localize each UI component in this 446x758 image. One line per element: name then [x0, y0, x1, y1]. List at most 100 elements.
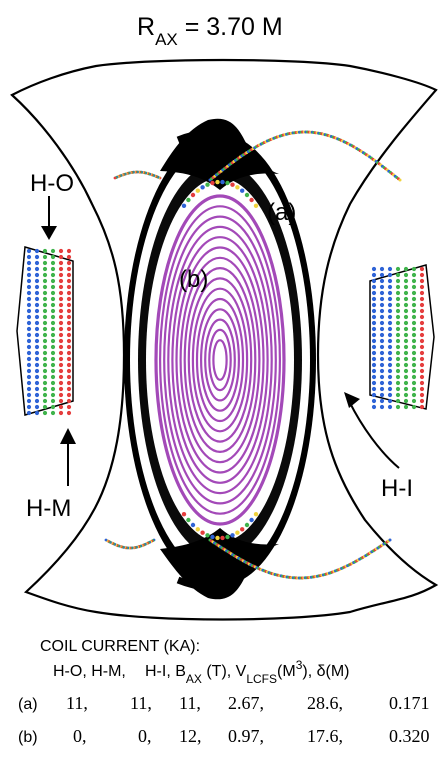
coil-filament: [403, 362, 409, 368]
coil-filament: [58, 338, 64, 344]
flux-surface: [167, 225, 273, 495]
coil-filament: [66, 392, 72, 398]
coil-filament: [66, 380, 72, 386]
coil-filament: [379, 314, 385, 320]
coil-filament: [34, 338, 40, 344]
title-rest: = 3.70 M: [178, 13, 283, 41]
scatter-point: [240, 188, 245, 193]
coil-filament: [419, 332, 425, 338]
coil-filament: [26, 374, 32, 380]
label-hi: H-I: [381, 475, 413, 502]
diagram-title: RAX = 3.70 M: [137, 13, 283, 49]
coil-filament: [66, 404, 72, 410]
scatter-point: [240, 527, 245, 532]
coil-filament: [66, 266, 72, 272]
coil-filament: [34, 398, 40, 404]
coil-filament: [395, 296, 401, 302]
header-h2-sub: AX: [186, 672, 202, 686]
coil-filament: [34, 326, 40, 332]
coil-filament: [26, 356, 32, 362]
coil-filament: [34, 302, 40, 308]
coil-filament: [419, 320, 425, 326]
coil-filament: [395, 332, 401, 338]
coil-filament: [26, 320, 32, 326]
scatter-point: [253, 203, 259, 208]
scatter-point: [215, 179, 220, 185]
coil-filament: [419, 338, 425, 344]
coil-filament: [379, 386, 385, 392]
flux-surface: [195, 297, 245, 423]
coil-filament: [42, 266, 48, 272]
coil-filament: [58, 320, 64, 326]
coil-filament: [395, 350, 401, 356]
label-b: (b): [179, 266, 208, 293]
coil-filament: [34, 260, 40, 266]
flux-surface: [212, 339, 228, 381]
coil-filament: [419, 392, 425, 398]
stochastic-region: [124, 118, 316, 600]
coil-filament: [42, 338, 48, 344]
coil-filament: [379, 302, 385, 308]
coil-filament: [42, 356, 48, 362]
coil-filament: [403, 278, 409, 284]
coil-filament: [58, 350, 64, 356]
coil-filament: [379, 272, 385, 278]
coil-filament: [419, 356, 425, 362]
coil-filament: [411, 308, 417, 314]
coil-filament: [34, 248, 40, 254]
coil-filament: [371, 266, 377, 272]
scatter-point: [215, 535, 220, 541]
row-b-hi: 12,: [179, 726, 202, 746]
coil-filament: [387, 290, 393, 296]
coil-filament: [42, 332, 48, 338]
flux-surface: [191, 287, 249, 433]
coil-filament: [419, 290, 425, 296]
coil-filament: [50, 290, 56, 296]
vessel-outline: [10, 58, 439, 621]
coil-filament: [58, 260, 64, 266]
coil-filament: [387, 368, 393, 374]
coil-filament: [50, 254, 56, 260]
coil-filament: [411, 314, 417, 320]
coil-filament: [34, 272, 40, 278]
coil-filament: [34, 386, 40, 392]
flux-surface: [159, 205, 282, 515]
coil-filament: [42, 326, 48, 332]
coil-filament: [34, 410, 40, 416]
coil-filament: [26, 368, 32, 374]
coil-filament: [411, 368, 417, 374]
coil-filament: [50, 296, 56, 302]
coil-filament: [50, 374, 56, 380]
coil-filament: [66, 332, 72, 338]
coil-filament: [387, 356, 393, 362]
scatter-point: [253, 512, 259, 517]
coil-filament: [379, 374, 385, 380]
coil-filament: [42, 344, 48, 350]
coil-filament: [66, 260, 72, 266]
coil-filament: [58, 356, 64, 362]
coil-filament: [371, 368, 377, 374]
coil-filament: [34, 284, 40, 290]
coil-filament: [411, 332, 417, 338]
coil-filament: [66, 290, 72, 296]
coil-filament: [42, 284, 48, 290]
coil-filament: [58, 368, 64, 374]
coil-filament: [42, 350, 48, 356]
coil-pack-right: [369, 264, 435, 410]
coil-filament: [395, 356, 401, 362]
coil-filament: [411, 272, 417, 278]
coil-filament: [411, 356, 417, 362]
coil-filament: [419, 380, 425, 386]
scatter-point: [225, 180, 230, 186]
coil-filament: [66, 368, 72, 374]
flux-surface: [183, 267, 257, 454]
coil-filament: [58, 302, 64, 308]
coil-filament: [58, 296, 64, 302]
scatter-point: [225, 534, 230, 540]
coil-filament: [387, 386, 393, 392]
coil-filament: [379, 326, 385, 332]
coil-filament: [395, 386, 401, 392]
coil-filament: [411, 392, 417, 398]
row-b-vlcfs: 17.6,: [307, 726, 343, 746]
